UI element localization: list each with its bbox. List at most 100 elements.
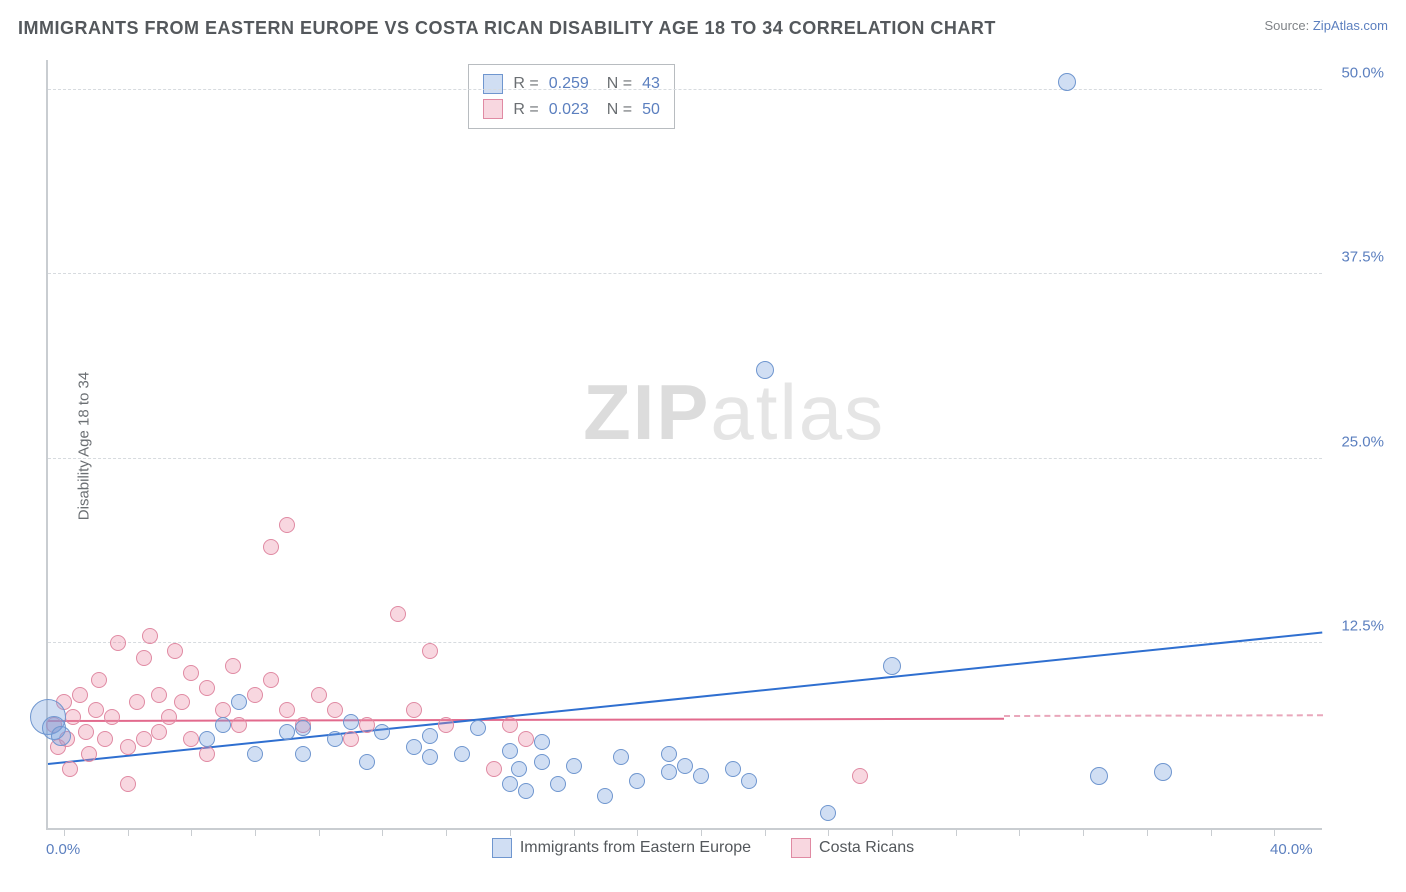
y-tick-label: 50.0%	[1341, 64, 1384, 81]
data-point	[502, 717, 518, 733]
data-point	[215, 702, 231, 718]
data-point	[136, 650, 152, 666]
data-point	[661, 764, 677, 780]
data-point	[741, 773, 757, 789]
data-point	[518, 731, 534, 747]
legend-label-blue: Immigrants from Eastern Europe	[520, 839, 751, 857]
data-point	[199, 731, 215, 747]
x-tick	[828, 828, 829, 836]
data-point	[470, 720, 486, 736]
data-point	[110, 635, 126, 651]
r-value-blue: 0.259	[549, 71, 589, 97]
watermark: ZIPatlas	[583, 367, 885, 458]
data-point	[174, 694, 190, 710]
data-point	[597, 788, 613, 804]
data-point	[136, 731, 152, 747]
swatch-blue-2	[492, 838, 512, 858]
data-point	[247, 746, 263, 762]
data-point	[454, 746, 470, 762]
swatch-pink	[483, 99, 503, 119]
data-point	[725, 761, 741, 777]
y-tick-label: 37.5%	[1341, 249, 1384, 266]
data-point	[311, 687, 327, 703]
data-point	[247, 687, 263, 703]
x-tick	[1211, 828, 1212, 836]
data-point	[183, 731, 199, 747]
x-tick	[765, 828, 766, 836]
gridline	[48, 458, 1322, 459]
data-point	[518, 783, 534, 799]
data-point	[91, 672, 107, 688]
x-tick	[637, 828, 638, 836]
data-point	[1090, 767, 1108, 785]
gridline	[48, 273, 1322, 274]
data-point	[88, 702, 104, 718]
data-point	[629, 773, 645, 789]
data-point	[183, 665, 199, 681]
r-value-pink: 0.023	[549, 97, 589, 123]
data-point	[502, 776, 518, 792]
x-tick	[255, 828, 256, 836]
data-point	[390, 606, 406, 622]
x-tick	[574, 828, 575, 836]
scatter-plot-area: ZIPatlas R =0.259 N =43 R =0.023 N =50 1…	[46, 60, 1322, 830]
data-point	[534, 734, 550, 750]
legend-label-pink: Costa Ricans	[819, 839, 914, 857]
data-point	[120, 739, 136, 755]
data-point	[104, 709, 120, 725]
data-point	[566, 758, 582, 774]
x-tick	[956, 828, 957, 836]
x-tick	[1274, 828, 1275, 836]
data-point	[343, 714, 359, 730]
x-tick	[191, 828, 192, 836]
y-tick-label: 25.0%	[1341, 433, 1384, 450]
data-point	[167, 643, 183, 659]
data-point	[661, 746, 677, 762]
source-link[interactable]: ZipAtlas.com	[1313, 18, 1388, 33]
data-point	[820, 805, 836, 821]
y-tick-label: 12.5%	[1341, 618, 1384, 635]
data-point	[97, 731, 113, 747]
data-point	[1058, 73, 1076, 91]
x-tick	[319, 828, 320, 836]
chart-title: IMMIGRANTS FROM EASTERN EUROPE VS COSTA …	[18, 18, 996, 39]
data-point	[422, 643, 438, 659]
data-point	[263, 539, 279, 555]
x-tick	[1019, 828, 1020, 836]
data-point	[486, 761, 502, 777]
data-point	[852, 768, 868, 784]
trend-line	[1003, 715, 1322, 720]
data-point	[406, 739, 422, 755]
legend-item-blue: Immigrants from Eastern Europe	[492, 838, 751, 858]
data-point	[151, 687, 167, 703]
data-point	[756, 361, 774, 379]
x-tick	[701, 828, 702, 836]
data-point	[199, 746, 215, 762]
data-point	[295, 720, 311, 736]
data-point	[279, 517, 295, 533]
n-value-blue: 43	[642, 71, 660, 97]
data-point	[613, 749, 629, 765]
data-point	[422, 728, 438, 744]
data-point	[231, 717, 247, 733]
data-point	[78, 724, 94, 740]
data-point	[263, 672, 279, 688]
data-point	[438, 717, 454, 733]
data-point	[359, 717, 375, 733]
data-point	[534, 754, 550, 770]
x-tick	[510, 828, 511, 836]
data-point	[65, 709, 81, 725]
data-point	[1154, 763, 1172, 781]
x-tick	[1083, 828, 1084, 836]
data-point	[279, 702, 295, 718]
data-point	[142, 628, 158, 644]
x-tick	[128, 828, 129, 836]
trend-line	[48, 717, 1004, 721]
data-point	[62, 761, 78, 777]
data-point	[511, 761, 527, 777]
data-point	[677, 758, 693, 774]
data-point	[199, 680, 215, 696]
data-point	[422, 749, 438, 765]
chart-source: Source: ZipAtlas.com	[1264, 18, 1388, 33]
data-point	[231, 694, 247, 710]
